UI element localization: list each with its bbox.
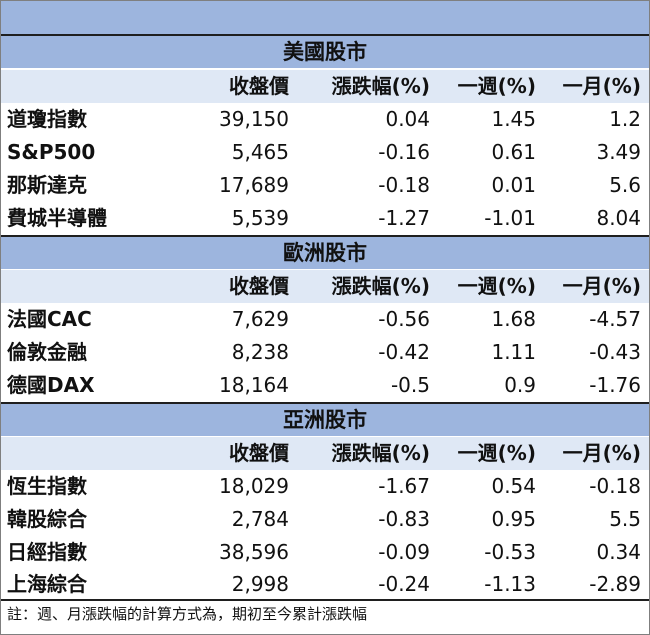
header-month: 一月(%) [562,441,641,465]
change-value: -0.09 [378,540,430,564]
table-row: 德國DAX 18,164 -0.5 0.9 -1.76 [1,369,649,402]
week-value: 0.9 [504,373,536,397]
header-month: 一月(%) [562,74,641,98]
index-name: 上海綜合 [7,572,87,596]
month-value: -2.89 [589,572,641,596]
header-close: 收盤價 [229,74,289,98]
change-value: -0.5 [390,373,430,397]
column-header-row: 收盤價 漲跌幅(%) 一週(%) 一月(%) [1,270,649,303]
header-week: 一週(%) [457,274,536,298]
week-value: 0.01 [491,173,536,197]
month-value: 1.2 [609,107,641,131]
header-change: 漲跌幅(%) [331,274,430,298]
index-name: 日經指數 [7,540,87,564]
section-title-asia: 亞洲股市 [1,404,649,436]
close-value: 2,998 [231,572,289,596]
table-row: 那斯達克 17,689 -0.18 0.01 5.6 [1,169,649,202]
section-separator [1,402,649,404]
week-value: -1.13 [484,572,536,596]
header-close: 收盤價 [229,274,289,298]
month-value: -0.18 [589,474,641,498]
month-value: -4.57 [589,307,641,331]
header-month: 一月(%) [562,274,641,298]
change-value: -0.56 [378,307,430,331]
change-value: -0.83 [378,507,430,531]
footnote: 註：週、月漲跌幅的計算方式為，期初至今累計漲跌幅 [7,605,368,623]
change-value: -0.42 [378,340,430,364]
footer-separator [1,599,649,601]
month-value: 8.04 [596,206,641,230]
week-value: 1.11 [491,340,536,364]
column-header-row: 收盤價 漲跌幅(%) 一週(%) 一月(%) [1,437,649,470]
close-value: 18,029 [219,474,289,498]
index-name: 道瓊指數 [7,107,87,131]
index-name: 法國CAC [7,307,92,331]
index-name: 倫敦金融 [7,340,87,364]
close-value: 39,150 [219,107,289,131]
week-value: -1.01 [484,206,536,230]
table-row: 道瓊指數 39,150 0.04 1.45 1.2 [1,103,649,136]
month-value: -1.76 [589,373,641,397]
week-value: 1.45 [491,107,536,131]
week-value: 0.95 [491,507,536,531]
header-change: 漲跌幅(%) [331,74,430,98]
index-name: 費城半導體 [7,206,107,230]
month-value: 5.5 [609,507,641,531]
week-value: 0.61 [491,140,536,164]
change-value: -0.18 [378,173,430,197]
close-value: 38,596 [219,540,289,564]
close-value: 7,629 [231,307,289,331]
index-name: 恆生指數 [7,474,87,498]
change-value: 0.04 [385,107,430,131]
section-separator [1,34,649,36]
close-value: 5,539 [231,206,289,230]
close-value: 17,689 [219,173,289,197]
change-value: -1.27 [378,206,430,230]
table-row: 上海綜合 2,998 -0.24 -1.13 -2.89 [1,568,649,601]
header-week: 一週(%) [457,74,536,98]
section-title-us: 美國股市 [1,36,649,68]
close-value: 5,465 [231,140,289,164]
week-value: 0.54 [491,474,536,498]
table-row: S&P500 5,465 -0.16 0.61 3.49 [1,136,649,169]
column-header-row: 收盤價 漲跌幅(%) 一週(%) 一月(%) [1,70,649,103]
index-name: 那斯達克 [7,173,87,197]
header-week: 一週(%) [457,441,536,465]
table-row: 法國CAC 7,629 -0.56 1.68 -4.57 [1,303,649,336]
table-row: 日經指數 38,596 -0.09 -0.53 0.34 [1,536,649,569]
section-separator [1,235,649,237]
index-name: 韓股綜合 [7,507,87,531]
section-title-europe: 歐洲股市 [1,237,649,269]
close-value: 8,238 [231,340,289,364]
close-value: 2,784 [231,507,289,531]
change-value: -0.24 [378,572,430,596]
month-value: -0.43 [589,340,641,364]
table-row: 倫敦金融 8,238 -0.42 1.11 -0.43 [1,336,649,369]
month-value: 5.6 [609,173,641,197]
header-change: 漲跌幅(%) [331,441,430,465]
table-row: 韓股綜合 2,784 -0.83 0.95 5.5 [1,503,649,536]
index-name: S&P500 [7,140,96,164]
close-value: 18,164 [219,373,289,397]
change-value: -1.67 [378,474,430,498]
index-name: 德國DAX [7,373,95,397]
month-value: 0.34 [596,540,641,564]
table-row: 恆生指數 18,029 -1.67 0.54 -0.18 [1,470,649,503]
table-row: 費城半導體 5,539 -1.27 -1.01 8.04 [1,202,649,235]
change-value: -0.16 [378,140,430,164]
week-value: -0.53 [484,540,536,564]
header-close: 收盤價 [229,441,289,465]
month-value: 3.49 [596,140,641,164]
week-value: 1.68 [491,307,536,331]
table-top-bar [1,1,649,34]
